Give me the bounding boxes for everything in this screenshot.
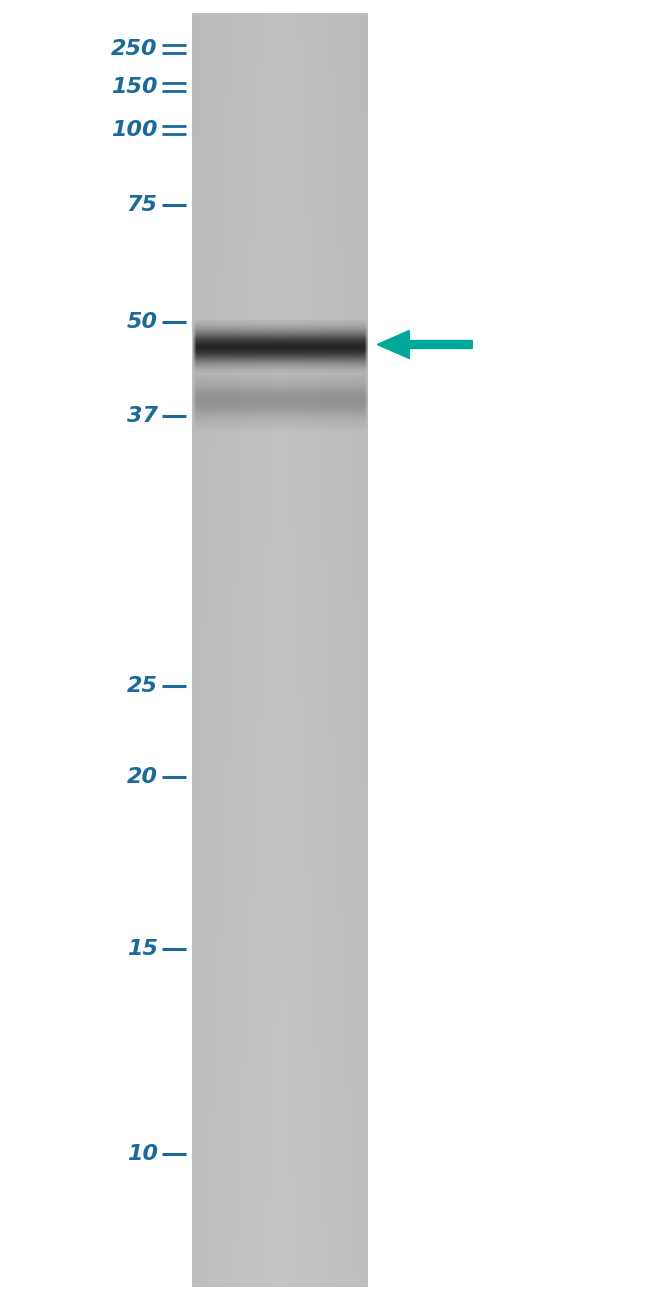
Text: 100: 100: [111, 120, 158, 140]
Text: 10: 10: [127, 1144, 158, 1165]
Text: 15: 15: [127, 939, 158, 959]
Text: 150: 150: [111, 77, 158, 98]
Text: 20: 20: [127, 767, 158, 788]
Text: 250: 250: [111, 39, 158, 60]
Text: 37: 37: [127, 406, 158, 426]
Text: 25: 25: [127, 676, 158, 697]
FancyArrow shape: [377, 330, 473, 359]
Text: 50: 50: [127, 312, 158, 333]
Text: 75: 75: [127, 195, 158, 216]
